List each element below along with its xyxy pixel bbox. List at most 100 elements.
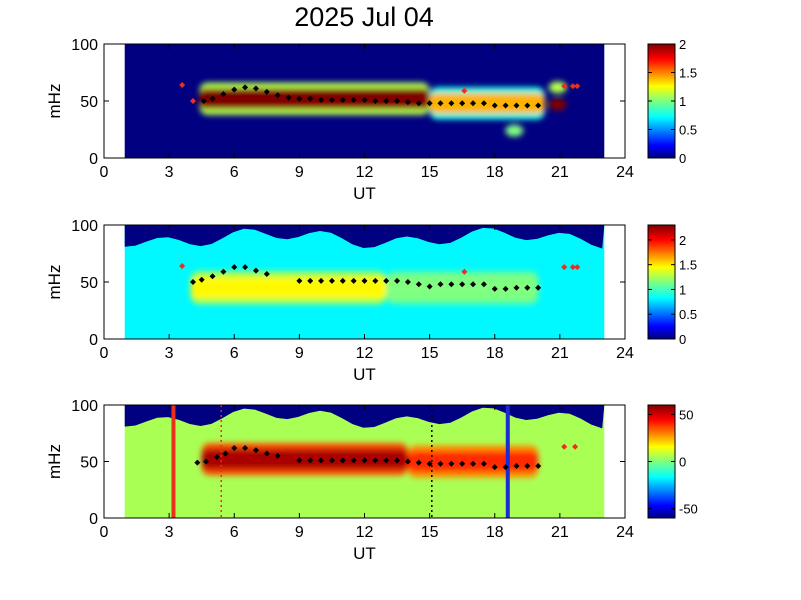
- peak-marker: [574, 83, 581, 90]
- peak-marker: [318, 457, 325, 464]
- peak-marker: [285, 94, 292, 101]
- peak-marker: [361, 96, 368, 103]
- peak-marker: [318, 96, 325, 103]
- x-tick-label: 12: [356, 524, 374, 541]
- peak-marker: [274, 92, 281, 99]
- panel-bottom: 0 3 6 9 12 15 18 21 24 0 50 100 UT mHz -50 0 50: [45, 398, 698, 563]
- y-axis-label: mHz: [45, 265, 64, 300]
- x-tick-label: 24: [616, 164, 634, 181]
- panel-middle: 0 3 6 9 12 15 18 21 24 0 50 100 UT mHz 0 0.5 1 1.5 2: [45, 218, 697, 384]
- peak-marker: [242, 84, 249, 91]
- peak-marker: [448, 460, 455, 467]
- peak-marker: [561, 264, 568, 271]
- peak-marker: [502, 285, 509, 292]
- peak-marker: [513, 102, 520, 109]
- peak-marker: [307, 95, 314, 102]
- x-tick-label: 21: [551, 524, 569, 541]
- x-tick-label: 24: [616, 524, 634, 541]
- peak-marker: [179, 82, 186, 89]
- peak-marker: [569, 83, 576, 90]
- x-axis-label: UT: [353, 184, 376, 203]
- x-tick-label: 18: [486, 164, 504, 181]
- peak-marker: [242, 264, 249, 271]
- peak-marker: [415, 100, 422, 107]
- x-tick-label: 6: [230, 524, 239, 541]
- peak-marker: [524, 463, 531, 470]
- peak-marker: [561, 83, 568, 90]
- colorbar-tick-label: 0: [679, 151, 686, 166]
- peak-marker: [372, 457, 379, 464]
- peak-marker: [213, 453, 220, 460]
- peak-marker: [502, 102, 509, 109]
- colorbar: -50 0 50: [647, 404, 698, 519]
- colorbar-gradient: [647, 404, 676, 519]
- peak-marker: [491, 102, 498, 109]
- x-tick-label: 21: [551, 345, 569, 362]
- peak-marker: [209, 95, 216, 102]
- colorbar-tick-label: 0: [679, 455, 686, 470]
- heatmap-band: [386, 277, 539, 298]
- peak-marker: [480, 460, 487, 467]
- peak-marker: [470, 281, 477, 288]
- peak-marker: [350, 96, 357, 103]
- peak-marker: [263, 88, 270, 95]
- panel-top: 0 3 6 9 12 15 18 21 24 0 50 100 UT mHz 0 0.5 1 1.5 2: [45, 37, 697, 203]
- colorbar-tick-label: 1: [679, 94, 686, 109]
- peak-marker: [383, 457, 390, 464]
- colorbar-tick-label: 0: [679, 332, 686, 347]
- heatmap-patch: [548, 81, 567, 94]
- x-tick-label: 15: [421, 164, 439, 181]
- peak-marker: [437, 281, 444, 288]
- peak-marker: [318, 277, 325, 284]
- peak-marker: [383, 98, 390, 104]
- peak-marker: [561, 443, 568, 450]
- y-tick-label: 50: [80, 94, 98, 111]
- peak-marker: [328, 96, 335, 103]
- colorbar-gradient: [647, 224, 676, 340]
- x-tick-label: 6: [230, 345, 239, 362]
- peak-marker: [524, 284, 531, 291]
- peak-marker: [190, 98, 197, 104]
- peak-marker: [426, 100, 433, 107]
- y-tick-label: 100: [71, 218, 98, 235]
- x-axis-label: UT: [353, 365, 376, 384]
- peak-marker: [252, 447, 259, 454]
- peak-marker: [328, 457, 335, 464]
- peak-marker: [231, 264, 238, 271]
- peak-marker: [480, 100, 487, 107]
- peak-marker: [198, 276, 205, 283]
- colorbar: 0 0.5 1 1.5 2: [647, 37, 697, 166]
- y-tick-label: 100: [71, 37, 98, 54]
- peak-marker: [194, 459, 201, 466]
- x-tick-label: 9: [295, 524, 304, 541]
- peak-marker: [296, 277, 303, 284]
- peak-marker: [415, 459, 422, 466]
- colorbar-tick-label: 2: [679, 233, 686, 248]
- x-tick-label: 15: [421, 345, 439, 362]
- peak-marker: [404, 458, 411, 465]
- colorbar-tick-label: 50: [679, 407, 693, 422]
- peak-marker: [513, 463, 520, 470]
- peak-marker: [220, 268, 227, 275]
- x-tick-label: 21: [551, 164, 569, 181]
- heatmap-cutoff: [124, 405, 605, 429]
- peak-marker: [328, 277, 335, 284]
- y-tick-label: 50: [80, 275, 98, 292]
- peak-marker: [350, 277, 357, 284]
- x-tick-label: 9: [295, 345, 304, 362]
- peak-marker: [394, 98, 401, 104]
- colorbar-tick-label: 1.5: [679, 258, 697, 273]
- peak-marker: [231, 86, 238, 93]
- x-tick-label: 9: [295, 164, 304, 181]
- heatmap-patch: [505, 124, 524, 137]
- y-axis-label: mHz: [45, 444, 64, 479]
- peak-marker: [394, 457, 401, 464]
- peak-marker: [404, 99, 411, 106]
- peak-marker: [209, 273, 216, 280]
- peak-marker: [203, 458, 210, 465]
- peak-marker: [242, 444, 249, 451]
- y-tick-label: 0: [89, 151, 98, 168]
- peak-marker: [190, 279, 197, 285]
- peak-marker: [502, 464, 509, 471]
